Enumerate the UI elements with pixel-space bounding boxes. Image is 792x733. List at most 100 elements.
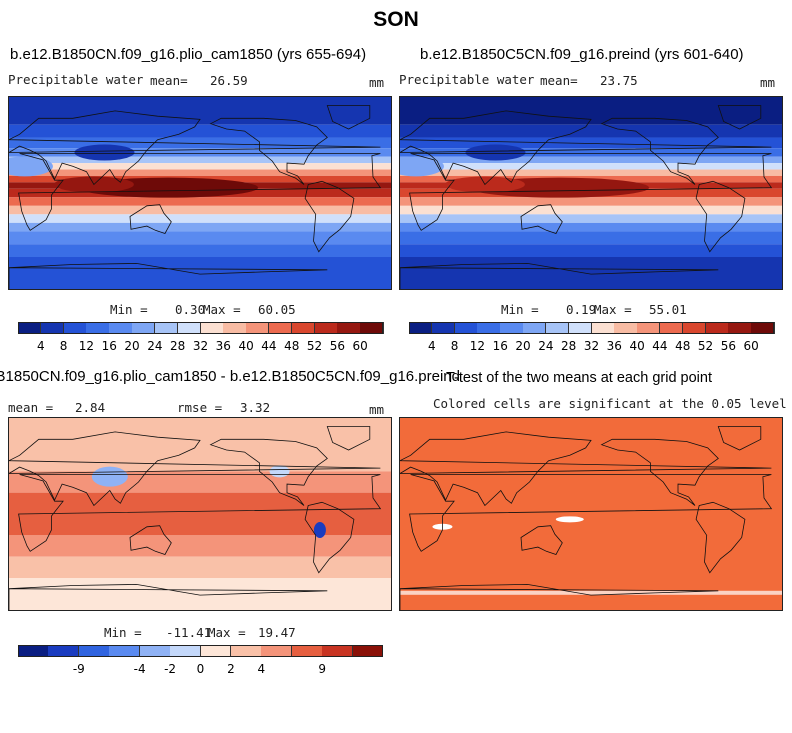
panel3-title: b.e12.B1850CN.f09_g16.plio_cam1850 - b.e… — [0, 368, 460, 385]
panel1-mean-label: mean= — [150, 73, 188, 88]
panel2-colorbar-tick-label: 24 — [538, 339, 554, 353]
panel3-units: mm — [369, 402, 385, 417]
coastline — [129, 204, 172, 234]
coastline — [209, 117, 328, 185]
panel3-map — [8, 417, 392, 611]
panel1-title: b.e12.B1850CN.f09_g16.plio_cam1850 (yrs … — [10, 46, 367, 63]
panel2-variable-label: Precipitable water — [399, 72, 535, 87]
coastline — [326, 426, 371, 451]
coastline — [717, 426, 762, 451]
panel2-colorbar-tick-label: 16 — [492, 339, 508, 353]
panel1-colorbar-swatch — [223, 322, 247, 334]
panel2-units: mm — [760, 75, 776, 90]
tibet-dry-region — [465, 144, 526, 161]
panel3-colorbar-tick-label: -4 — [133, 662, 146, 676]
panel1-colorbar-tick-label: 28 — [170, 339, 186, 353]
panel2-colorbar-swatch — [500, 322, 524, 334]
panel2-colorbar-tick-label: 48 — [675, 339, 691, 353]
panel2-mean-label: mean= — [540, 73, 578, 88]
coastline — [717, 105, 762, 130]
panel2-colorbar-tick-label: 4 — [427, 339, 436, 353]
panel1-colorbar-swatch — [360, 322, 384, 334]
panel3-colorbar-swatch — [352, 645, 384, 657]
andes-negative-anomaly — [313, 522, 326, 538]
coastline — [400, 431, 772, 507]
panel3-max-value: 19.47 — [258, 625, 296, 640]
significant-cells — [400, 418, 782, 610]
panel2-colorbar-tick-label: 40 — [629, 339, 645, 353]
panel1-min-value: 0.30 — [175, 302, 206, 317]
panel2-colorbar-swatch — [705, 322, 729, 334]
panel1-colorbar-swatch — [18, 322, 42, 334]
panel2-map — [399, 96, 783, 290]
coastline — [9, 110, 381, 186]
panel2-colorbar-swatch — [682, 322, 707, 334]
panel1-colorbar-swatch — [40, 322, 65, 334]
panel1-map — [8, 96, 392, 290]
panel1-colorbar-tick-label: 56 — [329, 339, 346, 353]
coastline — [400, 262, 719, 289]
difference-band — [9, 492, 391, 514]
panel3-colorbar-tick-label: 4 — [257, 662, 266, 676]
panel3-mean-label: mean = — [8, 400, 54, 415]
tibet-dry-region — [74, 144, 135, 161]
panel3-colorbar-tick-label: 2 — [227, 662, 235, 676]
panel2-colorbar-swatch — [568, 322, 592, 334]
panel2-colorbar-swatch — [477, 322, 501, 334]
panel2-colorbar-tick-label: 52 — [697, 339, 714, 353]
difference-band — [9, 556, 391, 578]
panel3-colorbar-tick-label: 9 — [318, 662, 326, 676]
coastline — [304, 501, 355, 574]
panel2-colorbar-tick-label: 56 — [720, 339, 737, 353]
coastline — [129, 525, 172, 555]
panel1-colorbar-tick-label: 40 — [238, 339, 254, 353]
coastline — [409, 474, 773, 552]
coastline — [520, 525, 563, 555]
difference-band — [9, 418, 391, 450]
panel3-colorbar-swatch — [109, 645, 141, 657]
panel2-colorbar-swatch — [637, 322, 661, 334]
panel2-colorbar-swatch — [454, 322, 478, 334]
panel3-min-label: Min = — [104, 625, 142, 640]
panel2-colorbar-tick-label: 32 — [583, 339, 600, 353]
panel2-colorbar-tick-label: 20 — [515, 339, 531, 353]
panel1-max-label: Max = — [203, 302, 241, 317]
panel2-colorbar-swatch — [545, 322, 570, 334]
panel4-subtitle: Colored cells are significant at the 0.0… — [433, 396, 787, 411]
panel2-colorbar: 4 8 12 16 20 24 28 32 36 40 44 48 52 56 60 — [409, 322, 775, 353]
coastline — [400, 583, 719, 610]
coastline — [9, 431, 381, 507]
panel2-colorbar-tick-label: 8 — [450, 339, 459, 353]
panel1-units: mm — [369, 75, 385, 90]
coastline — [9, 583, 328, 610]
panel3-map-canvas — [9, 418, 391, 610]
panel2-max-value: 55.01 — [649, 302, 687, 317]
panel1-mean-value: 26.59 — [210, 73, 248, 88]
coastline — [520, 204, 563, 234]
non-significant-patch — [555, 516, 584, 523]
difference-band — [9, 535, 391, 557]
coastline — [600, 117, 719, 185]
coastline — [695, 180, 746, 253]
panel1-colorbar-tick-label: 60 — [352, 339, 368, 353]
panel4-title: T-test of the two means at each grid poi… — [446, 370, 712, 386]
panel1-min-label: Min = — [110, 302, 148, 317]
panel1-colorbar-tick-label: 48 — [284, 339, 300, 353]
panel1-colorbar-tick-label: 52 — [306, 339, 323, 353]
tibet-negative-anomaly — [91, 466, 128, 487]
coastline — [695, 501, 746, 574]
panel2-colorbar-tick-label: 28 — [561, 339, 577, 353]
panel1-colorbar-tick-label: 4 — [36, 339, 45, 353]
coastline — [18, 474, 382, 552]
panel3-colorbar-swatch — [48, 645, 80, 657]
sahara-dry-region — [400, 156, 444, 177]
panel3-min-value: -11.41 — [166, 625, 212, 640]
panel3-colorbar-swatch — [261, 645, 293, 657]
panel1-colorbar: 4 8 12 16 20 24 28 32 36 40 44 48 52 56 60 — [18, 322, 384, 353]
panel2-colorbar-swatch — [751, 322, 775, 334]
panel1-colorbar-swatch — [132, 322, 156, 334]
panel1-colorbar-swatch — [86, 322, 110, 334]
panel1-variable-label: Precipitable water — [8, 72, 144, 87]
panel2-colorbar-swatch — [523, 322, 547, 334]
panel1-colorbar-swatch — [109, 322, 133, 334]
